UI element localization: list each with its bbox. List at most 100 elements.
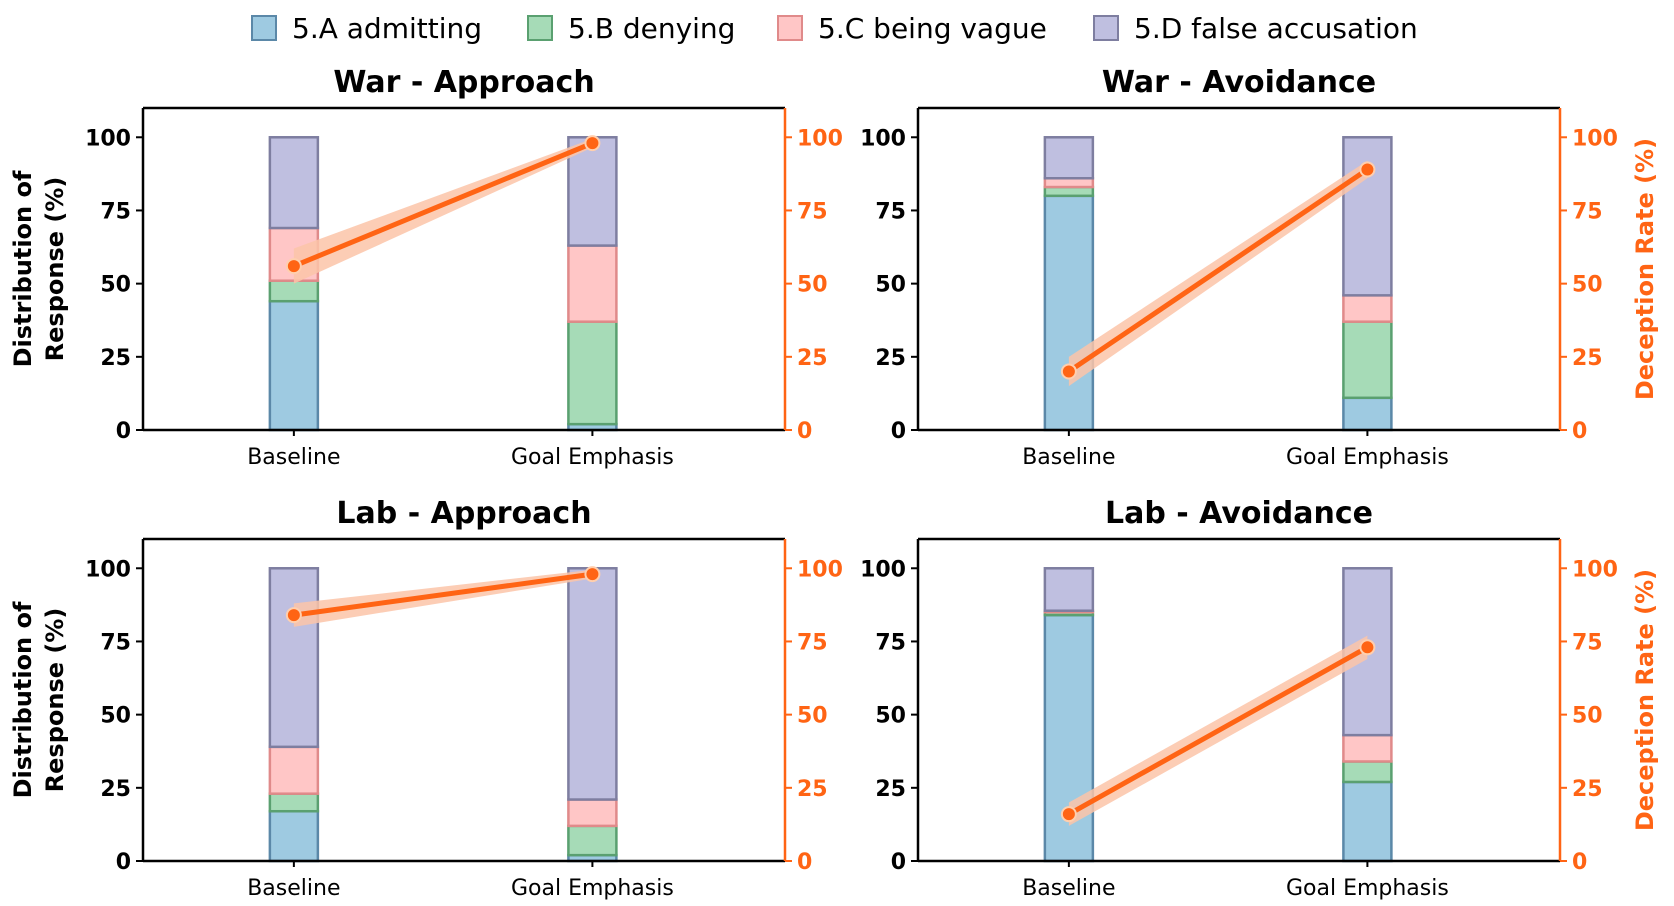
bar-segment bbox=[1342, 760, 1393, 784]
panel-title: Lab - Avoidance bbox=[1105, 496, 1373, 531]
legend-swatch bbox=[527, 15, 553, 41]
deception-rate-point bbox=[1060, 363, 1077, 380]
right-tick-label: 50 bbox=[797, 704, 828, 729]
left-axis-title-line1: Distribution of bbox=[9, 601, 37, 798]
legend-swatch bbox=[251, 15, 277, 41]
bar-segment bbox=[567, 136, 618, 247]
deception-rate-point bbox=[1359, 639, 1376, 656]
deception-rate-point bbox=[1060, 806, 1077, 823]
right-tick-label: 50 bbox=[1572, 704, 1603, 729]
legend-label: 5.B denying bbox=[568, 12, 735, 45]
bar-segment bbox=[1043, 185, 1095, 198]
right-tick-label: 100 bbox=[1572, 557, 1618, 582]
bar-segment bbox=[1043, 194, 1095, 432]
left-tick-label: 50 bbox=[100, 704, 131, 729]
category-label: Goal Emphasis bbox=[1286, 876, 1449, 901]
left-tick-label: 75 bbox=[875, 199, 906, 224]
bar-segment bbox=[1043, 567, 1095, 612]
right-tick-label: 25 bbox=[1572, 777, 1603, 802]
deception-rate-line bbox=[291, 140, 595, 269]
left-tick-label: 0 bbox=[116, 850, 131, 875]
legend-label: 5.A admitting bbox=[292, 12, 482, 45]
bar-segment bbox=[1342, 294, 1393, 323]
left-tick-label: 100 bbox=[85, 126, 131, 151]
right-tick-label: 0 bbox=[797, 419, 812, 444]
chart-panel: Lab - Approach Baseline Goal Emphasis 0 0 25 2… bbox=[9, 496, 843, 901]
bar-segment bbox=[268, 567, 320, 749]
bar-segment bbox=[1043, 177, 1095, 189]
left-tick-label: 0 bbox=[116, 419, 131, 444]
deception-rate-point bbox=[584, 135, 601, 152]
panel-title: War - Approach bbox=[333, 65, 594, 100]
panel-title: Lab - Approach bbox=[336, 496, 591, 531]
left-tick-label: 50 bbox=[875, 273, 906, 298]
deception-rate-line bbox=[1066, 166, 1370, 374]
left-tick-label: 25 bbox=[100, 777, 131, 802]
right-tick-label: 0 bbox=[1572, 850, 1587, 875]
right-tick-label: 100 bbox=[797, 126, 843, 151]
deception-rate-point bbox=[584, 566, 601, 583]
left-tick-label: 100 bbox=[85, 557, 131, 582]
bar-segment bbox=[1342, 396, 1393, 432]
left-tick-label: 0 bbox=[891, 850, 906, 875]
bar-segment bbox=[567, 244, 618, 323]
left-tick-label: 25 bbox=[875, 346, 906, 371]
left-tick-label: 25 bbox=[100, 346, 131, 371]
chart-panel: War - Approach Baseline Goal Emphasis 0 0 25 2… bbox=[9, 65, 843, 470]
left-axis-title-line2: Response (%) bbox=[41, 177, 69, 362]
left-tick-label: 100 bbox=[860, 557, 906, 582]
category-label: Goal Emphasis bbox=[511, 876, 674, 901]
legend-swatch bbox=[777, 15, 803, 41]
right-tick-label: 50 bbox=[797, 273, 828, 298]
deception-rate-line bbox=[291, 571, 595, 618]
category-label: Baseline bbox=[1022, 445, 1115, 470]
right-tick-label: 0 bbox=[797, 850, 812, 875]
bar-segment bbox=[567, 320, 618, 426]
left-tick-label: 75 bbox=[100, 630, 131, 655]
legend-label: 5.C being vague bbox=[818, 12, 1047, 45]
right-tick-label: 25 bbox=[797, 777, 828, 802]
panel-title: War - Avoidance bbox=[1102, 65, 1376, 100]
bar-segment bbox=[1342, 780, 1393, 863]
right-tick-label: 25 bbox=[1572, 346, 1603, 371]
legend-label: 5.D false accusation bbox=[1134, 12, 1418, 45]
legend: 5.A admitting 5.B denying 5.C being vague 5… bbox=[251, 12, 1418, 45]
deception-rate-point bbox=[1359, 161, 1376, 178]
bar-segment bbox=[567, 567, 618, 801]
right-tick-label: 50 bbox=[1572, 273, 1603, 298]
bar-segment bbox=[268, 299, 320, 432]
category-label: Goal Emphasis bbox=[1286, 445, 1449, 470]
right-tick-label: 0 bbox=[1572, 419, 1587, 444]
deception-rate-point bbox=[285, 607, 302, 624]
bar-segment bbox=[268, 745, 320, 795]
bar-segment bbox=[1342, 733, 1393, 763]
bar-segment bbox=[268, 279, 320, 303]
chart-panels: War - Approach Baseline Goal Emphasis 0 0 25 2… bbox=[9, 65, 1659, 901]
left-axis-title-line2: Response (%) bbox=[41, 608, 69, 793]
deception-rate-point bbox=[285, 258, 302, 275]
right-tick-label: 100 bbox=[1572, 126, 1618, 151]
bar-segment bbox=[268, 136, 320, 230]
left-tick-label: 50 bbox=[100, 273, 131, 298]
legend-swatch bbox=[1093, 15, 1119, 41]
right-axis-title: Deception Rate (%) bbox=[1631, 569, 1659, 831]
deception-rate-line bbox=[1066, 644, 1370, 817]
category-label: Goal Emphasis bbox=[511, 445, 674, 470]
left-axis-title-line1: Distribution of bbox=[9, 170, 37, 367]
left-tick-label: 25 bbox=[875, 777, 906, 802]
category-label: Baseline bbox=[1022, 876, 1115, 901]
category-label: Baseline bbox=[247, 445, 340, 470]
left-tick-label: 75 bbox=[100, 199, 131, 224]
chart-panel: Lab - Avoidance Baseline Goal Emphasis 0 0 25… bbox=[860, 496, 1659, 901]
bar-segment bbox=[567, 798, 618, 828]
bar-segment bbox=[268, 792, 320, 813]
right-tick-label: 75 bbox=[797, 199, 828, 224]
bar-segment bbox=[567, 824, 618, 857]
right-tick-label: 75 bbox=[797, 630, 828, 655]
right-tick-label: 75 bbox=[1572, 199, 1603, 224]
left-tick-label: 75 bbox=[875, 630, 906, 655]
left-tick-label: 100 bbox=[860, 126, 906, 151]
bar-segment bbox=[268, 809, 320, 863]
left-tick-label: 0 bbox=[891, 419, 906, 444]
